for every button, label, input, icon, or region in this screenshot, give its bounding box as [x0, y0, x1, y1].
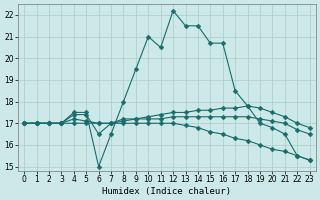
X-axis label: Humidex (Indice chaleur): Humidex (Indice chaleur) — [102, 187, 231, 196]
